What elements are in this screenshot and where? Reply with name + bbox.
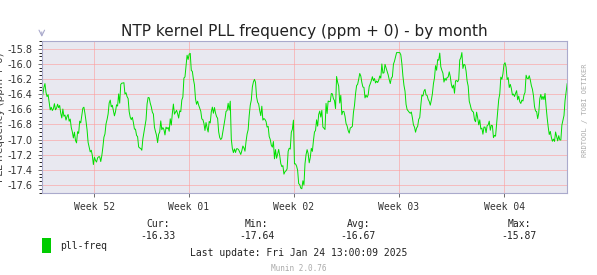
Text: Last update: Fri Jan 24 13:00:09 2025: Last update: Fri Jan 24 13:00:09 2025 — [190, 248, 407, 258]
Text: -16.67: -16.67 — [340, 231, 376, 241]
Text: -16.33: -16.33 — [140, 231, 176, 241]
Text: -15.87: -15.87 — [501, 231, 537, 241]
Text: RRDTOOL / TOBI OETIKER: RRDTOOL / TOBI OETIKER — [582, 63, 588, 157]
Text: Avg:: Avg: — [346, 219, 370, 229]
Text: Cur:: Cur: — [146, 219, 170, 229]
Y-axis label: PLL frequency (ppm + 0): PLL frequency (ppm + 0) — [0, 52, 5, 182]
Text: -17.64: -17.64 — [239, 231, 275, 241]
Text: Min:: Min: — [245, 219, 269, 229]
Text: Max:: Max: — [507, 219, 531, 229]
Title: NTP kernel PLL frequency (ppm + 0) - by month: NTP kernel PLL frequency (ppm + 0) - by … — [121, 24, 488, 39]
Text: Munin 2.0.76: Munin 2.0.76 — [271, 264, 326, 273]
Text: pll-freq: pll-freq — [60, 241, 107, 251]
